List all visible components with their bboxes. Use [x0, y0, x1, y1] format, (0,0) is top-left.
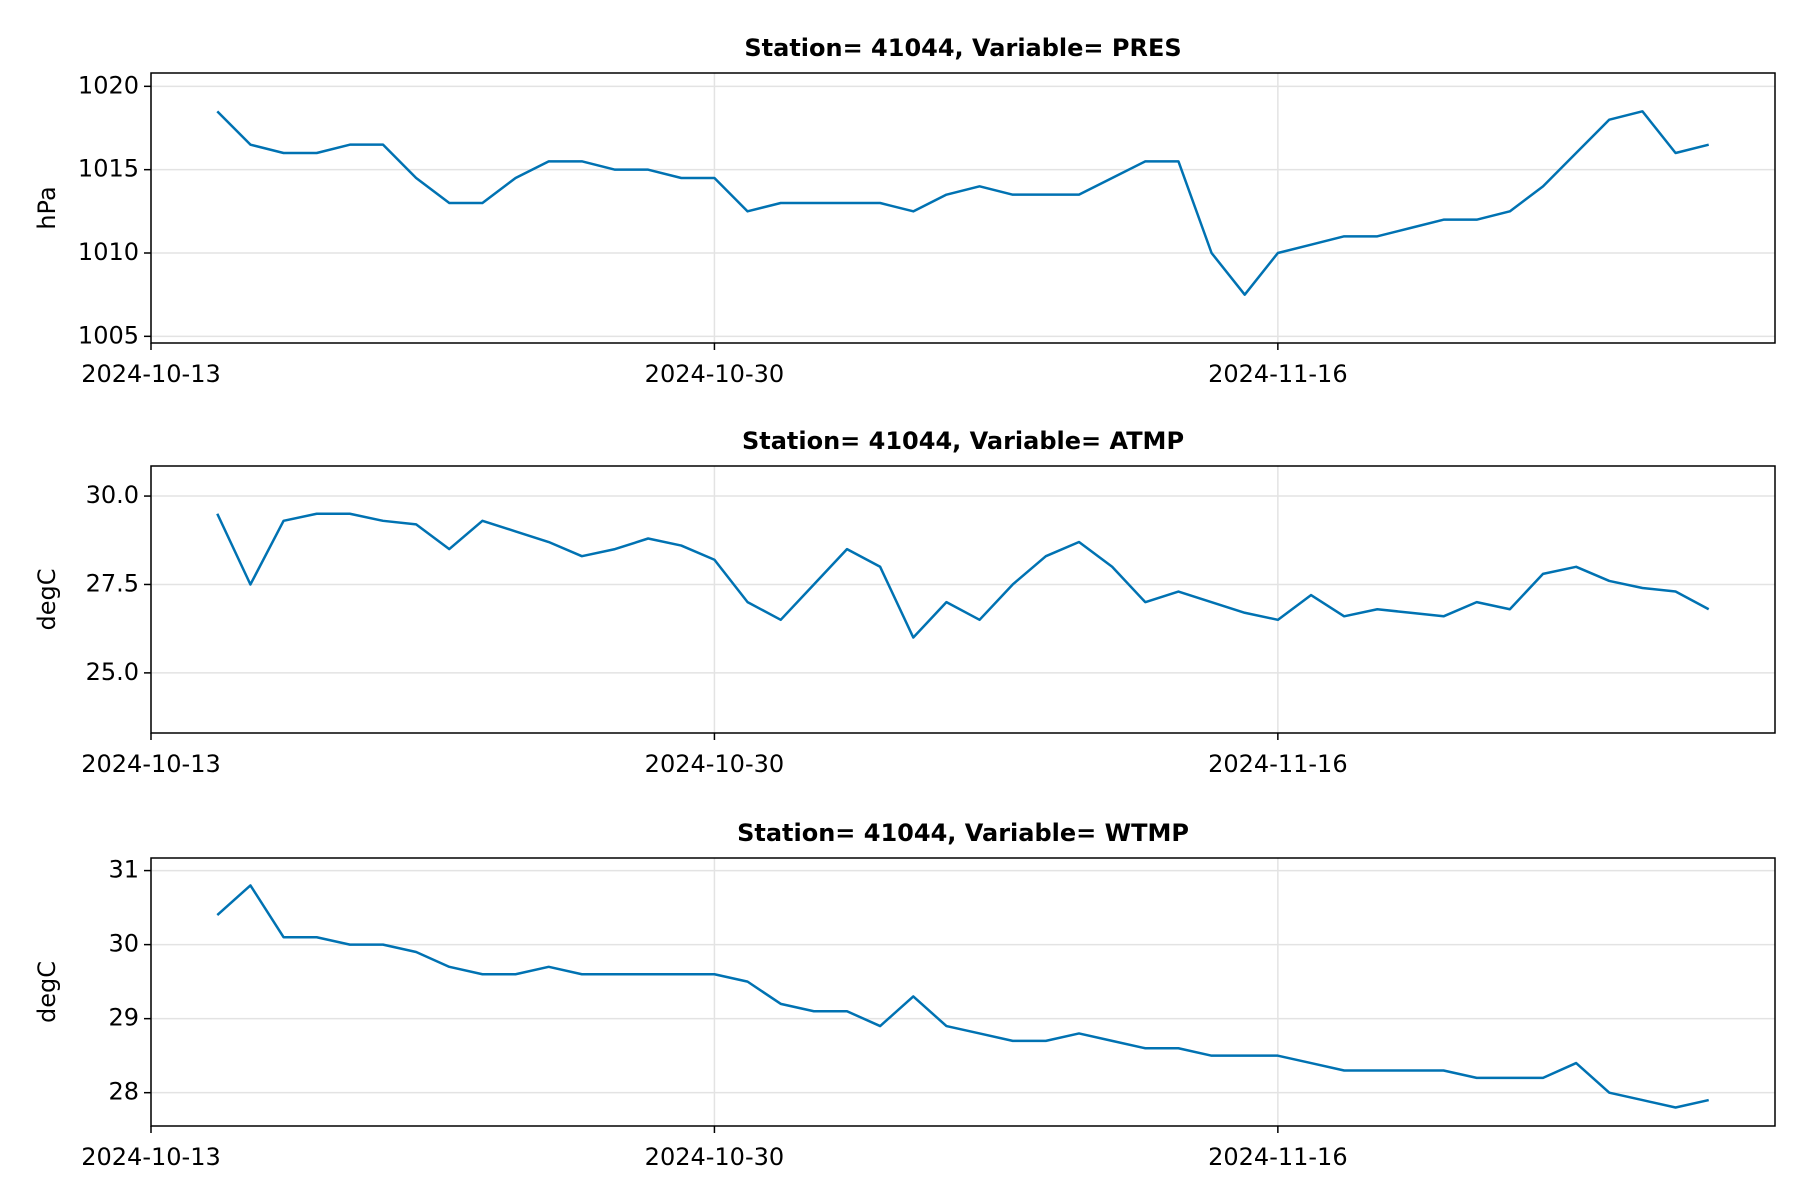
y-tick-label: 1020 [78, 71, 139, 99]
x-tick-label: 2024-11-16 [1208, 360, 1347, 388]
y-tick-label: 25.0 [86, 658, 139, 686]
y-axis-label: hPa [33, 186, 61, 229]
y-axis-label: degC [33, 569, 61, 631]
plot-frame [150, 72, 1776, 344]
y-tick-label: 28 [108, 1078, 139, 1106]
x-tick-label: 2024-11-16 [1208, 1143, 1347, 1171]
y-tick-label: 30.0 [86, 481, 139, 509]
y-tick-label: 1005 [78, 321, 139, 349]
x-tick-label: 2024-10-13 [81, 750, 220, 778]
x-tick-label: 2024-10-30 [645, 750, 784, 778]
x-tick-label: 2024-11-16 [1208, 750, 1347, 778]
y-tick-label: 31 [108, 856, 139, 884]
subplot-title: Station= 41044, Variable= WTMP [737, 819, 1189, 847]
y-tick-label: 1015 [78, 155, 139, 183]
subplot: Station= 41044, Variable= WTMP degC 2024-1… [33, 819, 1776, 1171]
y-tick-label: 29 [108, 1004, 139, 1032]
subplot-title: Station= 41044, Variable= ATMP [742, 427, 1184, 455]
subplot: Station= 41044, Variable= ATMP degC 2024-1… [33, 427, 1776, 778]
y-tick-label: 27.5 [86, 569, 139, 597]
x-tick-label: 2024-10-13 [81, 1143, 220, 1171]
subplot: Station= 41044, Variable= PRES hPa 2024-10… [33, 34, 1776, 388]
plot-frame [150, 857, 1776, 1127]
x-tick-label: 2024-10-30 [645, 1143, 784, 1171]
subplot-title: Station= 41044, Variable= PRES [744, 34, 1181, 62]
data-line [216, 884, 1709, 1109]
x-tick-label: 2024-10-30 [645, 360, 784, 388]
data-line [216, 110, 1710, 296]
y-axis-label: degC [33, 961, 61, 1023]
y-tick-label: 30 [108, 930, 139, 958]
y-tick-label: 1010 [78, 238, 139, 266]
data-line [216, 512, 1710, 639]
plot-frame [150, 465, 1776, 734]
x-tick-label: 2024-10-13 [81, 360, 220, 388]
